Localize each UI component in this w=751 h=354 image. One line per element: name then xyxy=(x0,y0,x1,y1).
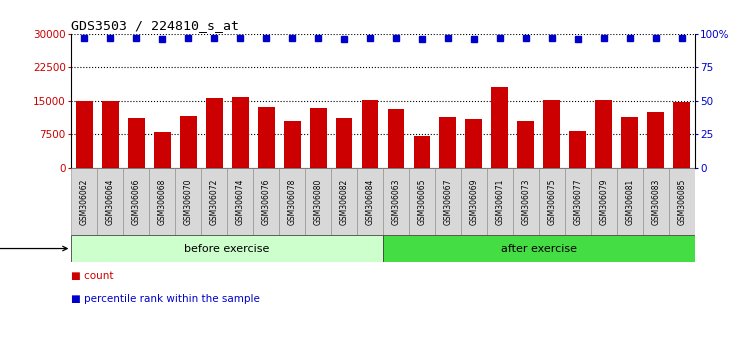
Bar xyxy=(414,136,430,168)
Bar xyxy=(466,119,482,168)
Bar xyxy=(491,87,508,168)
Text: GSM306085: GSM306085 xyxy=(677,178,686,225)
Text: GSM306071: GSM306071 xyxy=(496,178,505,225)
Bar xyxy=(284,121,300,168)
Text: GSM306072: GSM306072 xyxy=(210,178,219,225)
Bar xyxy=(647,112,664,168)
Text: GSM306067: GSM306067 xyxy=(443,178,452,225)
Text: GSM306069: GSM306069 xyxy=(469,178,478,225)
Bar xyxy=(201,168,228,235)
Bar xyxy=(102,101,119,168)
Text: GSM306076: GSM306076 xyxy=(261,178,270,225)
Bar xyxy=(461,168,487,235)
Bar xyxy=(71,168,98,235)
Bar xyxy=(149,168,175,235)
Text: GSM306082: GSM306082 xyxy=(339,178,348,225)
Bar xyxy=(128,118,145,168)
Text: protocol: protocol xyxy=(0,244,67,253)
Bar xyxy=(71,235,383,262)
Bar xyxy=(253,168,279,235)
Bar xyxy=(206,98,222,168)
Bar xyxy=(621,118,638,168)
Bar xyxy=(309,108,327,168)
Text: GSM306078: GSM306078 xyxy=(288,178,297,225)
Bar xyxy=(435,168,461,235)
Bar xyxy=(617,168,643,235)
Text: ■ count: ■ count xyxy=(71,272,114,281)
Bar xyxy=(439,117,457,168)
Bar xyxy=(539,168,565,235)
Bar xyxy=(513,168,539,235)
Text: GSM306073: GSM306073 xyxy=(521,178,530,225)
Bar xyxy=(305,168,331,235)
Bar xyxy=(487,168,513,235)
Text: GSM306077: GSM306077 xyxy=(573,178,582,225)
Bar xyxy=(331,168,357,235)
Text: GSM306080: GSM306080 xyxy=(314,178,323,225)
Text: GSM306075: GSM306075 xyxy=(547,178,556,225)
Bar xyxy=(643,168,668,235)
Bar xyxy=(232,97,249,168)
Text: GSM306063: GSM306063 xyxy=(391,178,400,225)
Bar xyxy=(98,168,123,235)
Bar xyxy=(279,168,305,235)
Bar xyxy=(517,121,534,168)
Bar xyxy=(179,116,197,168)
Text: before exercise: before exercise xyxy=(185,244,270,253)
Text: GDS3503 / 224810_s_at: GDS3503 / 224810_s_at xyxy=(71,19,240,33)
Text: GSM306079: GSM306079 xyxy=(599,178,608,225)
Text: after exercise: after exercise xyxy=(501,244,577,253)
Text: GSM306062: GSM306062 xyxy=(80,178,89,225)
Bar xyxy=(123,168,149,235)
Text: GSM306068: GSM306068 xyxy=(158,178,167,225)
Bar xyxy=(357,168,383,235)
Text: GSM306084: GSM306084 xyxy=(366,178,375,225)
Bar xyxy=(154,132,170,168)
Text: GSM306070: GSM306070 xyxy=(184,178,193,225)
Text: GSM306083: GSM306083 xyxy=(651,178,660,225)
Bar xyxy=(383,235,695,262)
Bar xyxy=(544,100,560,168)
Text: GSM306065: GSM306065 xyxy=(418,178,427,225)
Bar xyxy=(228,168,253,235)
Bar xyxy=(565,168,591,235)
Bar xyxy=(591,168,617,235)
Bar xyxy=(569,131,587,168)
Bar xyxy=(383,168,409,235)
Bar xyxy=(596,100,612,168)
Bar xyxy=(668,168,695,235)
Text: ■ percentile rank within the sample: ■ percentile rank within the sample xyxy=(71,295,260,304)
Bar xyxy=(673,102,690,168)
Bar xyxy=(175,168,201,235)
Text: GSM306064: GSM306064 xyxy=(106,178,115,225)
Bar xyxy=(336,118,352,168)
Bar xyxy=(388,109,405,168)
Bar xyxy=(76,101,93,168)
Bar xyxy=(258,107,275,168)
Text: GSM306081: GSM306081 xyxy=(626,178,635,225)
Text: GSM306074: GSM306074 xyxy=(236,178,245,225)
Bar xyxy=(361,100,379,168)
Bar xyxy=(409,168,435,235)
Text: GSM306066: GSM306066 xyxy=(131,178,140,225)
